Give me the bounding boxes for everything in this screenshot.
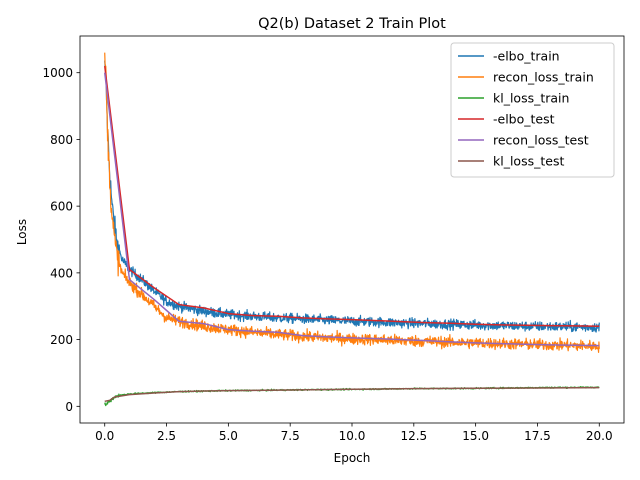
y-tick-label: 600 <box>50 200 73 214</box>
y-tick-label: 200 <box>50 333 73 347</box>
legend-label: -elbo_train <box>493 49 560 64</box>
series-line-kl-loss-test <box>104 386 600 403</box>
x-tick-label: 12.5 <box>400 429 427 443</box>
x-axis-label: Epoch <box>334 451 371 465</box>
x-tick-label: 17.5 <box>524 429 551 443</box>
x-tick-label: 0.0 <box>95 429 114 443</box>
chart-title: Q2(b) Dataset 2 Train Plot <box>258 16 446 32</box>
plot-area: 0.0 2.5 5.0 7.5 10.0 12.5 15.0 17.5 20.0 0 200 400 6… <box>42 35 625 443</box>
x-tick-label: 20.0 <box>586 429 613 443</box>
series-line-recon-loss-train <box>104 52 600 353</box>
legend-label: kl_loss_train <box>493 91 569 106</box>
y-tick-label: 400 <box>50 266 73 280</box>
legend-label: recon_loss_test <box>493 133 589 148</box>
x-tick-label: 10.0 <box>339 429 366 443</box>
x-tick-label: 2.5 <box>157 429 176 443</box>
y-tick-label: 1000 <box>42 66 73 80</box>
y-tick-label: 0 <box>65 400 73 414</box>
legend-label: recon_loss_train <box>493 70 594 85</box>
legend: -elbo_train recon_loss_train kl_loss_train… <box>450 42 615 178</box>
series-group <box>103 52 600 407</box>
x-tick-label: 7.5 <box>281 429 300 443</box>
series-line-recon-loss-test <box>103 72 600 347</box>
x-tick-label: 5.0 <box>219 429 238 443</box>
y-axis-label: Loss <box>15 219 29 245</box>
series-line-elbo-test <box>103 65 600 327</box>
legend-box <box>450 42 615 178</box>
legend-label: kl_loss_test <box>493 154 564 169</box>
legend-label: -elbo_test <box>493 112 555 127</box>
x-tick-label: 15.0 <box>462 429 489 443</box>
y-tick-label: 800 <box>50 133 73 147</box>
